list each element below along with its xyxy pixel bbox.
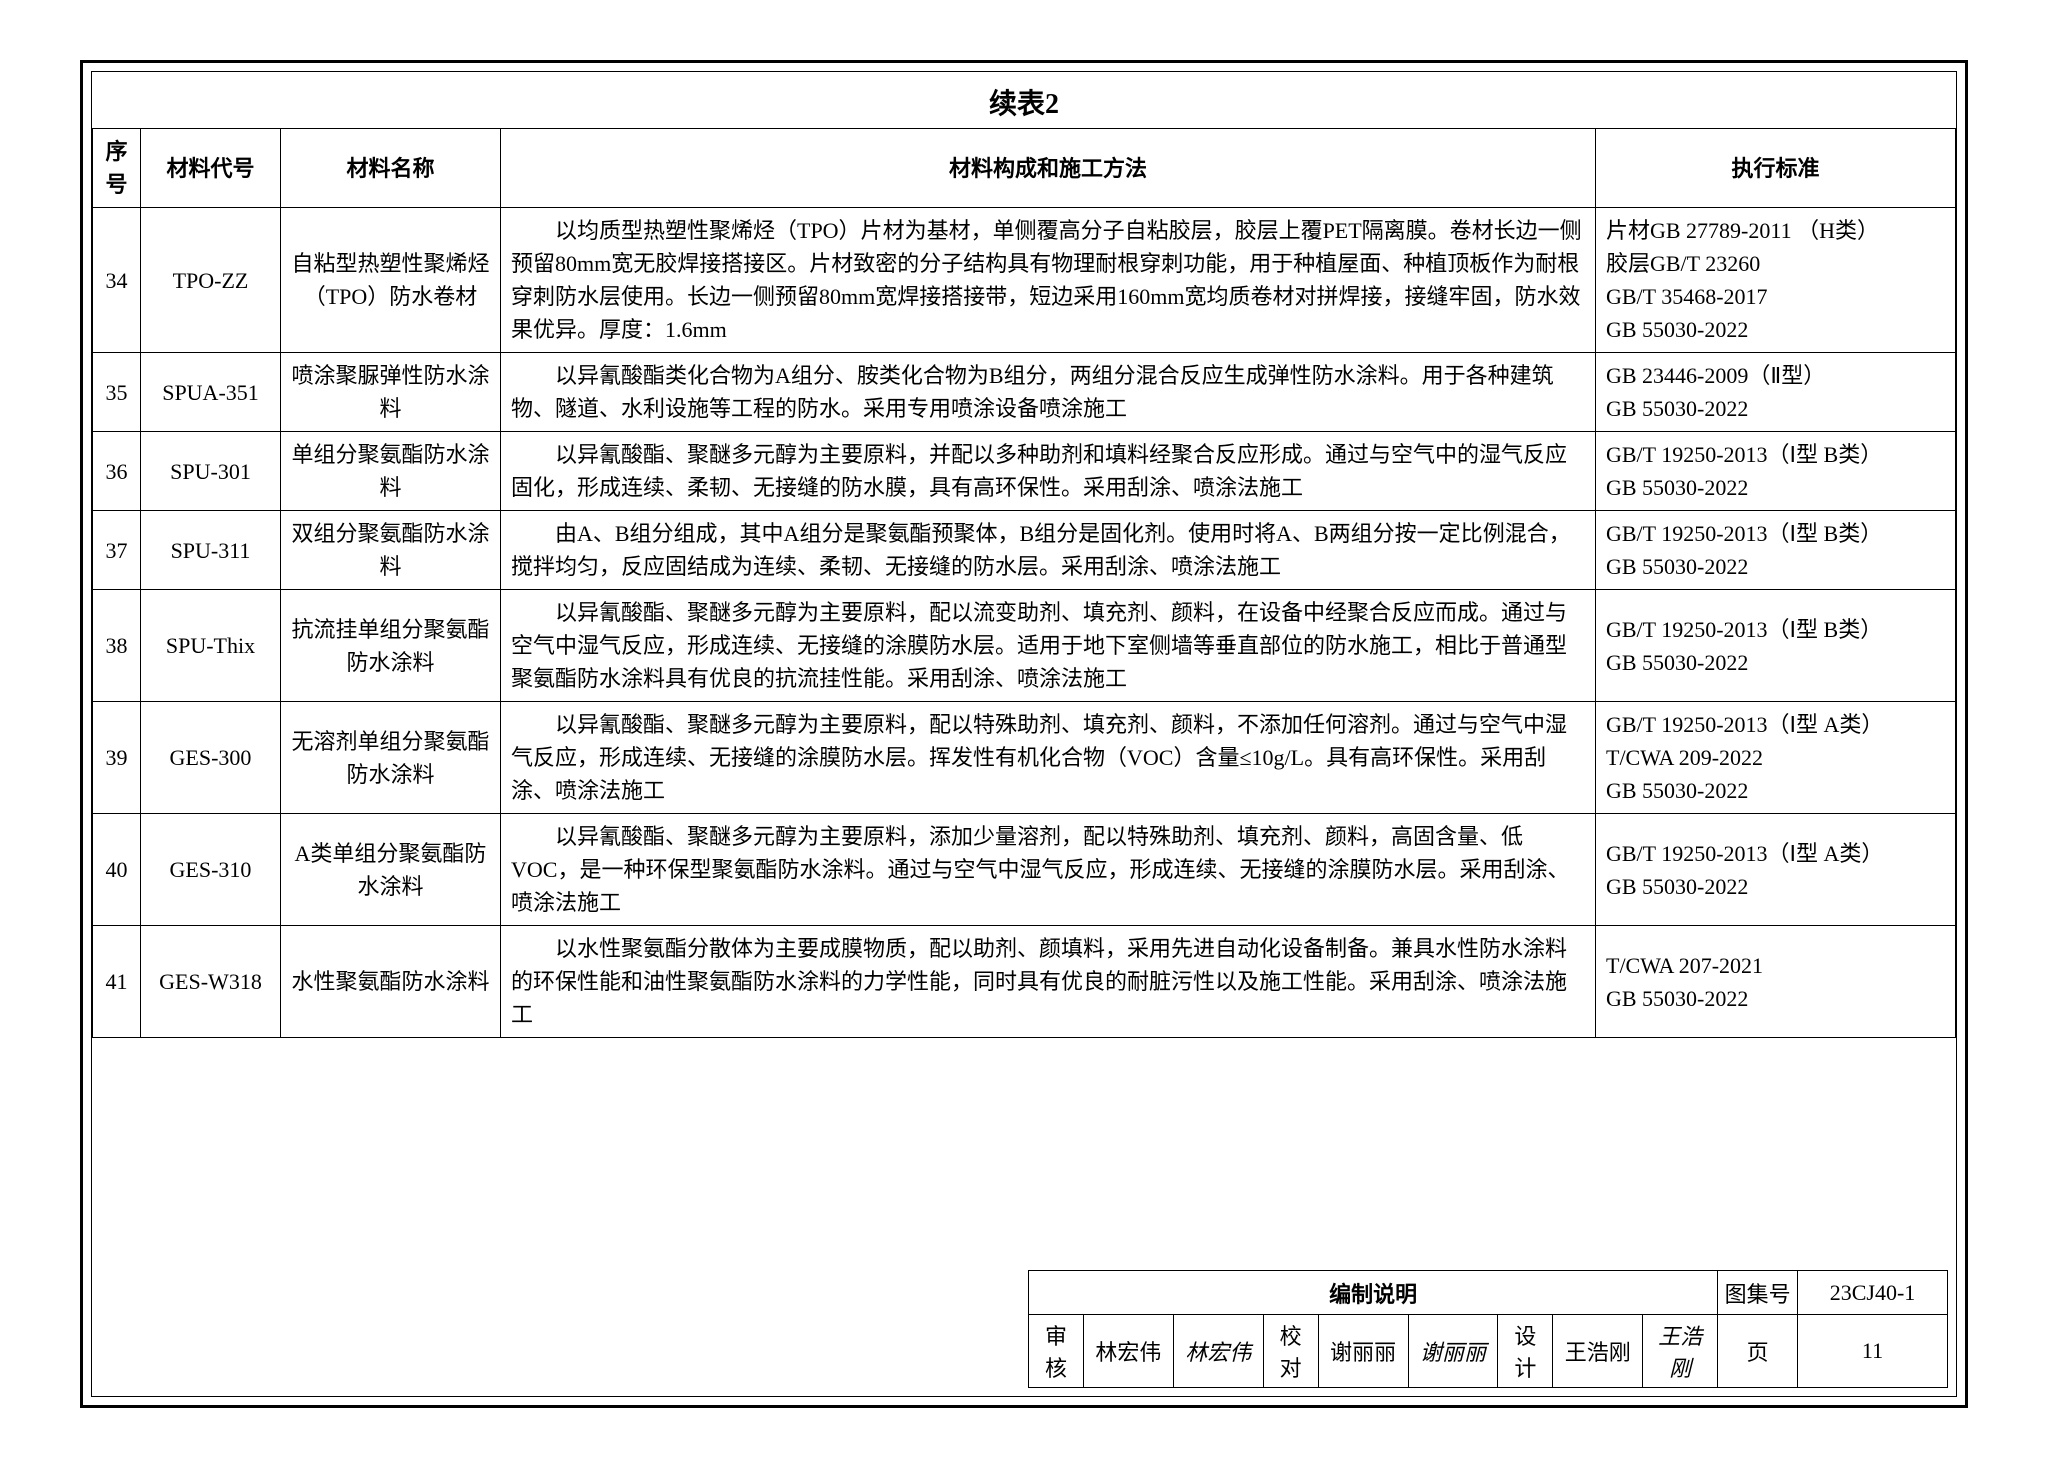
- cell-std: GB/T 19250-2013（Ⅰ型 B类）GB 55030-2022: [1596, 432, 1956, 511]
- std-line: GB 55030-2022: [1606, 870, 1945, 903]
- std-line: GB 23446-2009（Ⅱ型）: [1606, 359, 1945, 392]
- cell-code: GES-310: [141, 814, 281, 926]
- cell-desc: 由A、B组分组成，其中A组分是聚氨酯预聚体，B组分是固化剂。使用时将A、B两组分…: [501, 511, 1596, 590]
- table-row: 40GES-310A类单组分聚氨酯防水涂料以异氰酸酯、聚醚多元醇为主要原料，添加…: [93, 814, 1956, 926]
- cell-seq: 37: [93, 511, 141, 590]
- th-name: 材料名称: [281, 129, 501, 208]
- tb-review-name: 林宏伟: [1083, 1315, 1173, 1388]
- th-code: 材料代号: [141, 129, 281, 208]
- titleblock-title: 编制说明: [1029, 1271, 1718, 1315]
- tb-review-sig: 林宏伟: [1173, 1315, 1263, 1388]
- cell-seq: 41: [93, 926, 141, 1038]
- std-line: GB 55030-2022: [1606, 471, 1945, 504]
- title-block: 编制说明 图集号 23CJ40-1 审核 林宏伟 林宏伟 校对 谢丽丽 谢丽丽 …: [1028, 1270, 1948, 1388]
- cell-code: GES-300: [141, 702, 281, 814]
- cell-std: GB 23446-2009（Ⅱ型）GB 55030-2022: [1596, 353, 1956, 432]
- std-line: GB 55030-2022: [1606, 550, 1945, 583]
- table-row: 41GES-W318水性聚氨酯防水涂料以水性聚氨酯分散体为主要成膜物质，配以助剂…: [93, 926, 1956, 1038]
- table-row: 35SPUA-351喷涂聚脲弹性防水涂料以异氰酸酯类化合物为A组分、胺类化合物为…: [93, 353, 1956, 432]
- cell-std: GB/T 19250-2013（Ⅰ型 B类）GB 55030-2022: [1596, 511, 1956, 590]
- cell-desc: 以水性聚氨酯分散体为主要成膜物质，配以助剂、颜填料，采用先进自动化设备制备。兼具…: [501, 926, 1596, 1038]
- cell-name: 水性聚氨酯防水涂料: [281, 926, 501, 1038]
- cell-code: TPO-ZZ: [141, 208, 281, 353]
- std-line: GB/T 35468-2017: [1606, 280, 1945, 313]
- cell-seq: 35: [93, 353, 141, 432]
- table-row: 38SPU-Thix抗流挂单组分聚氨酯防水涂料以异氰酸酯、聚醚多元醇为主要原料，…: [93, 590, 1956, 702]
- cell-name: 单组分聚氨酯防水涂料: [281, 432, 501, 511]
- cell-name: A类单组分聚氨酯防水涂料: [281, 814, 501, 926]
- tb-check-sig: 谢丽丽: [1408, 1315, 1498, 1388]
- tb-check-name: 谢丽丽: [1318, 1315, 1408, 1388]
- titleblock-setlabel: 图集号: [1718, 1271, 1798, 1315]
- cell-std: GB/T 19250-2013（Ⅰ型 B类）GB 55030-2022: [1596, 590, 1956, 702]
- table-row: 36SPU-301单组分聚氨酯防水涂料以异氰酸酯、聚醚多元醇为主要原料，并配以多…: [93, 432, 1956, 511]
- tb-review-label: 审核: [1029, 1315, 1084, 1388]
- cell-seq: 40: [93, 814, 141, 926]
- std-line: GB/T 19250-2013（Ⅰ型 A类）: [1606, 837, 1945, 870]
- cell-name: 双组分聚氨酯防水涂料: [281, 511, 501, 590]
- tb-design-label: 设计: [1498, 1315, 1553, 1388]
- cell-desc: 以异氰酸酯、聚醚多元醇为主要原料，配以特殊助剂、填充剂、颜料，不添加任何溶剂。通…: [501, 702, 1596, 814]
- cell-seq: 34: [93, 208, 141, 353]
- cell-desc: 以异氰酸酯、聚醚多元醇为主要原料，并配以多种助剂和填料经聚合反应形成。通过与空气…: [501, 432, 1596, 511]
- tb-page-label: 页: [1718, 1315, 1798, 1388]
- tb-design-name: 王浩刚: [1553, 1315, 1643, 1388]
- tb-page-no: 11: [1798, 1315, 1948, 1388]
- cell-seq: 38: [93, 590, 141, 702]
- std-line: T/CWA 207-2021: [1606, 949, 1945, 982]
- table-header-row: 序号 材料代号 材料名称 材料构成和施工方法 执行标准: [93, 129, 1956, 208]
- tb-check-label: 校对: [1263, 1315, 1318, 1388]
- cell-std: GB/T 19250-2013（Ⅰ型 A类）GB 55030-2022: [1596, 814, 1956, 926]
- titleblock-setno: 23CJ40-1: [1798, 1271, 1948, 1315]
- std-line: GB/T 19250-2013（Ⅰ型 B类）: [1606, 613, 1945, 646]
- drawing-frame-outer: 续表2 序号 材料代号 材料名称 材料构成和施工方法 执行标准 34TPO-ZZ…: [80, 60, 1968, 1408]
- cell-code: SPU-311: [141, 511, 281, 590]
- cell-name: 抗流挂单组分聚氨酯防水涂料: [281, 590, 501, 702]
- cell-name: 无溶剂单组分聚氨酯防水涂料: [281, 702, 501, 814]
- th-seq: 序号: [93, 129, 141, 208]
- std-line: GB 55030-2022: [1606, 774, 1945, 807]
- cell-seq: 36: [93, 432, 141, 511]
- cell-std: GB/T 19250-2013（Ⅰ型 A类）T/CWA 209-2022GB 5…: [1596, 702, 1956, 814]
- cell-std: T/CWA 207-2021GB 55030-2022: [1596, 926, 1956, 1038]
- std-line: GB/T 19250-2013（Ⅰ型 B类）: [1606, 517, 1945, 550]
- std-line: GB 55030-2022: [1606, 313, 1945, 346]
- table-row: 39GES-300无溶剂单组分聚氨酯防水涂料以异氰酸酯、聚醚多元醇为主要原料，配…: [93, 702, 1956, 814]
- cell-desc: 以均质型热塑性聚烯烃（TPO）片材为基材，单侧覆高分子自粘胶层，胶层上覆PET隔…: [501, 208, 1596, 353]
- std-line: GB/T 19250-2013（Ⅰ型 A类）: [1606, 708, 1945, 741]
- th-std: 执行标准: [1596, 129, 1956, 208]
- cell-desc: 以异氰酸酯类化合物为A组分、胺类化合物为B组分，两组分混合反应生成弹性防水涂料。…: [501, 353, 1596, 432]
- th-desc: 材料构成和施工方法: [501, 129, 1596, 208]
- table-row: 37SPU-311双组分聚氨酯防水涂料由A、B组分组成，其中A组分是聚氨酯预聚体…: [93, 511, 1956, 590]
- std-line: GB 55030-2022: [1606, 982, 1945, 1015]
- cell-name: 自粘型热塑性聚烯烃（TPO）防水卷材: [281, 208, 501, 353]
- std-line: 胶层GB/T 23260: [1606, 247, 1945, 280]
- drawing-frame-inner: 续表2 序号 材料代号 材料名称 材料构成和施工方法 执行标准 34TPO-ZZ…: [91, 71, 1957, 1397]
- cell-seq: 39: [93, 702, 141, 814]
- cell-desc: 以异氰酸酯、聚醚多元醇为主要原料，添加少量溶剂，配以特殊助剂、填充剂、颜料，高固…: [501, 814, 1596, 926]
- cell-std: 片材GB 27789-2011 （H类）胶层GB/T 23260GB/T 354…: [1596, 208, 1956, 353]
- cell-code: SPU-Thix: [141, 590, 281, 702]
- cell-name: 喷涂聚脲弹性防水涂料: [281, 353, 501, 432]
- materials-table: 序号 材料代号 材料名称 材料构成和施工方法 执行标准 34TPO-ZZ自粘型热…: [92, 128, 1956, 1038]
- cell-desc: 以异氰酸酯、聚醚多元醇为主要原料，配以流变助剂、填充剂、颜料，在设备中经聚合反应…: [501, 590, 1596, 702]
- cell-code: SPU-301: [141, 432, 281, 511]
- std-line: GB 55030-2022: [1606, 392, 1945, 425]
- std-line: GB 55030-2022: [1606, 646, 1945, 679]
- std-line: 片材GB 27789-2011 （H类）: [1606, 214, 1945, 247]
- cell-code: GES-W318: [141, 926, 281, 1038]
- std-line: GB/T 19250-2013（Ⅰ型 B类）: [1606, 438, 1945, 471]
- cell-code: SPUA-351: [141, 353, 281, 432]
- table-body: 34TPO-ZZ自粘型热塑性聚烯烃（TPO）防水卷材以均质型热塑性聚烯烃（TPO…: [93, 208, 1956, 1038]
- std-line: T/CWA 209-2022: [1606, 741, 1945, 774]
- table-title: 续表2: [92, 72, 1956, 128]
- tb-design-sig: 王浩刚: [1643, 1315, 1718, 1388]
- table-row: 34TPO-ZZ自粘型热塑性聚烯烃（TPO）防水卷材以均质型热塑性聚烯烃（TPO…: [93, 208, 1956, 353]
